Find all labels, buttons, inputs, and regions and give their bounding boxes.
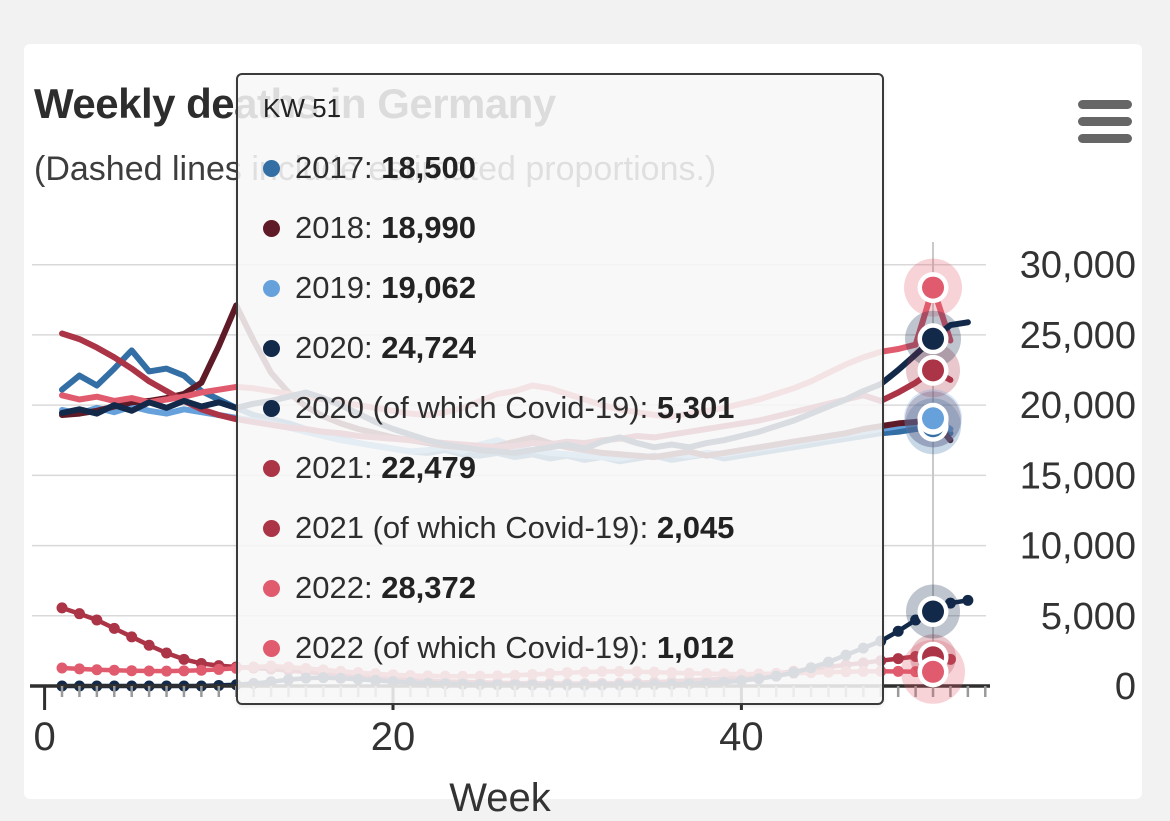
series-dot-icon: [263, 219, 280, 237]
y-axis-label: 25,000: [1020, 315, 1136, 357]
tooltip-row: 2019: 19,062: [263, 258, 882, 318]
hover-marker-2020-of-which-covid-19-: [917, 596, 949, 628]
tooltip-row: 2022: 28,372: [263, 558, 882, 618]
chart-tooltip: KW 51 2017: 18,500 2018: 18,990 2019: 19,0…: [236, 73, 884, 705]
y-axis-label: 15,000: [1020, 455, 1136, 497]
hover-markers: [917, 272, 949, 688]
y-axis-label: 30,000: [1020, 245, 1136, 287]
y-axis-label: 0: [1115, 666, 1136, 708]
tooltip-row: 2020 (of which Covid-19): 5,301: [263, 378, 882, 438]
tooltip-row-text: 2021 (of which Covid-19): 2,045: [295, 510, 735, 545]
hover-marker-2021: [917, 354, 949, 386]
hover-marker-2022: [917, 272, 949, 304]
tooltip-row-text: 2018: 18,990: [295, 210, 477, 245]
hover-marker-2022-of-which-covid-19-: [917, 656, 949, 688]
tooltip-row-text: 2022 (of which Covid-19): 1,012: [295, 630, 735, 665]
tooltip-row: 2021: 22,479: [263, 438, 882, 498]
hover-marker-2020: [917, 323, 949, 355]
y-axis-label: 5,000: [1041, 596, 1136, 638]
x-axis-label: 40: [719, 715, 764, 759]
series-dot-icon: [263, 639, 280, 657]
tooltip-header: KW 51: [263, 93, 342, 123]
series-dot-icon: [263, 399, 280, 417]
tooltip-row-text: 2019: 19,062: [295, 270, 477, 305]
tooltip-row: 2021 (of which Covid-19): 2,045: [263, 498, 882, 558]
series-dot-icon: [263, 279, 280, 297]
hamburger-icon: [1078, 99, 1132, 109]
y-axis-label: 20,000: [1020, 385, 1136, 427]
chart-menu-button[interactable]: [1072, 92, 1138, 150]
tooltip-row-text: 2020 (of which Covid-19): 5,301: [295, 390, 735, 425]
hover-marker-2019: [917, 402, 949, 434]
series-dot-icon: [263, 579, 280, 597]
series-dot-icon: [263, 339, 280, 357]
tooltip-row-text: 2022: 28,372: [295, 570, 477, 605]
series-dot-icon: [263, 459, 280, 477]
tooltip-row: 2022 (of which Covid-19): 1,012: [263, 618, 882, 678]
tooltip-rows: 2017: 18,500 2018: 18,990 2019: 19,062 2020…: [263, 138, 882, 678]
y-axis-label: 10,000: [1020, 526, 1136, 568]
tooltip-row: 2017: 18,500: [263, 138, 882, 198]
x-axis-label: 20: [371, 715, 416, 759]
tooltip-row-text: 2017: 18,500: [295, 150, 477, 185]
series-dot-icon: [263, 519, 280, 537]
tooltip-row-text: 2021: 22,479: [295, 450, 477, 485]
tooltip-row-text: 2020: 24,724: [295, 330, 477, 365]
tooltip-row: 2018: 18,990: [263, 198, 882, 258]
series-dot-icon: [263, 159, 280, 177]
x-axis-label: 0: [33, 715, 55, 759]
tooltip-row: 2020: 24,724: [263, 318, 882, 378]
